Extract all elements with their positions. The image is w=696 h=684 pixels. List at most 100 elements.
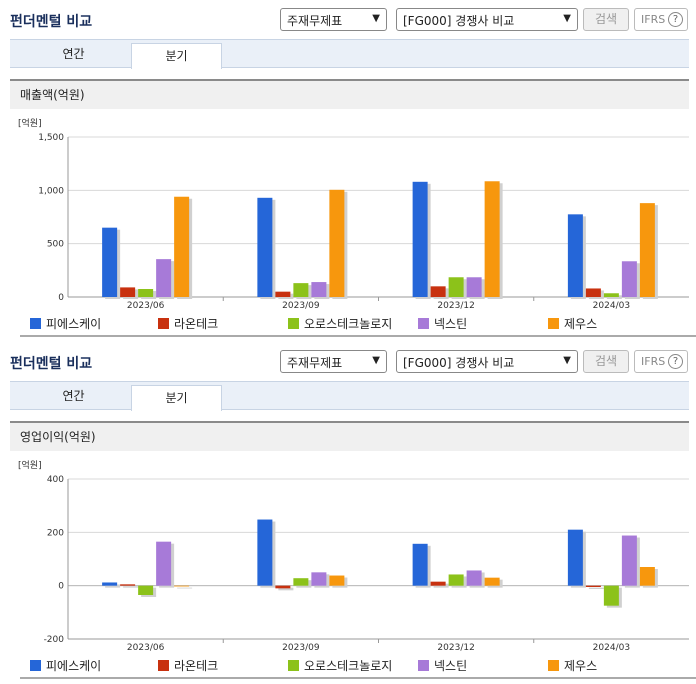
tab-annual[interactable]: 연간 bbox=[62, 389, 85, 403]
ifrs-button[interactable]: IFRS? bbox=[634, 350, 688, 373]
search-button[interactable]: 검색 bbox=[583, 350, 629, 373]
unit-label: [억원] bbox=[18, 117, 42, 129]
bar bbox=[430, 286, 446, 297]
divider bbox=[20, 335, 696, 337]
legend-item[interactable]: 제우스 bbox=[548, 315, 597, 332]
chart-legend: 피에스케이 라온테크 오로스테크놀로지 넥스틴 제우스 bbox=[30, 657, 690, 673]
divider bbox=[20, 677, 696, 679]
bar bbox=[603, 585, 619, 606]
legend-item[interactable]: 피에스케이 bbox=[30, 315, 101, 332]
legend-item[interactable]: 라온테크 bbox=[158, 657, 218, 674]
bar bbox=[639, 567, 655, 586]
fundamentals-panel-operating-income: 펀더멘털 비교 주재무제표 ▼ [FG000] 경쟁사 비교 ▼ 검색 IFRS? … bbox=[0, 342, 696, 684]
bar bbox=[120, 287, 136, 297]
chevron-down-icon: ▼ bbox=[563, 355, 571, 366]
chevron-down-icon: ▼ bbox=[563, 13, 571, 24]
bar bbox=[484, 181, 500, 297]
legend-swatch bbox=[548, 318, 559, 329]
statement-select-value: 주재무제표 bbox=[287, 356, 343, 370]
tab-annual[interactable]: 연간 bbox=[62, 47, 85, 61]
legend-item[interactable]: 오로스테크놀로지 bbox=[288, 315, 392, 332]
tab-quarterly[interactable]: 분기 bbox=[131, 43, 222, 69]
y-tick-label: 0 bbox=[58, 582, 64, 592]
bar bbox=[329, 575, 345, 586]
legend-swatch bbox=[158, 660, 169, 671]
legend-swatch bbox=[418, 318, 429, 329]
legend-item[interactable]: 제우스 bbox=[548, 657, 597, 674]
y-tick-label: -200 bbox=[44, 635, 65, 645]
legend-swatch bbox=[418, 660, 429, 671]
bar bbox=[311, 282, 327, 297]
legend-label: 피에스케이 bbox=[46, 317, 102, 331]
bar bbox=[448, 574, 464, 586]
bar-chart: [억원] 0 500 1,000 1,500 2023/06 2023/09 2023/12 2… bbox=[10, 110, 696, 337]
legend-swatch bbox=[30, 660, 41, 671]
x-tick-label: 2024/03 bbox=[593, 643, 630, 652]
legend-item[interactable]: 오로스테크놀로지 bbox=[288, 657, 392, 674]
legend-swatch bbox=[158, 318, 169, 329]
bar bbox=[567, 214, 583, 297]
x-tick-label: 2023/06 bbox=[127, 643, 165, 652]
legend-label: 피에스케이 bbox=[46, 659, 102, 673]
bar bbox=[257, 519, 273, 586]
x-tick-label: 2023/09 bbox=[282, 301, 320, 310]
bar bbox=[621, 535, 637, 586]
bar bbox=[484, 577, 500, 586]
bar bbox=[430, 581, 446, 586]
y-tick-label: 0 bbox=[58, 293, 64, 303]
bar bbox=[603, 293, 619, 297]
x-tick-label: 2024/03 bbox=[593, 301, 630, 310]
legend-swatch bbox=[30, 318, 41, 329]
bar-chart: [억원] -200 0 200 400 2023/06 2023/09 2023/12 2024… bbox=[10, 452, 696, 679]
bar bbox=[275, 291, 291, 297]
legend-item[interactable]: 피에스케이 bbox=[30, 657, 101, 674]
legend-swatch bbox=[288, 318, 299, 329]
help-icon[interactable]: ? bbox=[668, 354, 683, 369]
statement-select[interactable]: 주재무제표 ▼ bbox=[280, 8, 387, 31]
legend-label: 라온테크 bbox=[174, 659, 219, 673]
ifrs-button[interactable]: IFRS? bbox=[634, 8, 688, 31]
chart-svg: [억원] -200 0 200 400 2023/06 2023/09 2023/12 2024… bbox=[18, 459, 689, 652]
x-tick-label: 2023/06 bbox=[127, 301, 165, 310]
ifrs-label: IFRS bbox=[641, 355, 666, 368]
bar bbox=[138, 585, 154, 595]
period-tabs: 연간 분기 bbox=[10, 39, 689, 69]
search-button[interactable]: 검색 bbox=[583, 8, 629, 31]
legend-label: 오로스테크놀로지 bbox=[304, 659, 393, 673]
bar bbox=[621, 261, 637, 297]
legend-item[interactable]: 넥스틴 bbox=[418, 315, 467, 332]
bar bbox=[275, 585, 291, 589]
bar bbox=[466, 570, 482, 586]
bar-shadow bbox=[177, 587, 193, 589]
bar bbox=[102, 582, 118, 586]
chart-legend: 피에스케이 라온테크 오로스테크놀로지 넥스틴 제우스 bbox=[30, 315, 690, 331]
bar bbox=[156, 259, 172, 297]
chart-svg: [억원] 0 500 1,000 1,500 2023/06 2023/09 2023/12 2… bbox=[18, 117, 689, 310]
legend-label: 넥스틴 bbox=[434, 317, 468, 331]
y-tick-label: 400 bbox=[47, 475, 64, 485]
bar-shadow bbox=[588, 587, 604, 589]
peer-group-select[interactable]: [FG000] 경쟁사 비교 ▼ bbox=[396, 8, 578, 31]
legend-item[interactable]: 라온테크 bbox=[158, 315, 218, 332]
legend-swatch bbox=[288, 660, 299, 671]
bar bbox=[412, 181, 428, 297]
legend-item[interactable]: 넥스틴 bbox=[418, 657, 467, 674]
legend-label: 제우스 bbox=[564, 317, 598, 331]
peer-group-select[interactable]: [FG000] 경쟁사 비교 ▼ bbox=[396, 350, 578, 373]
bar bbox=[174, 196, 190, 297]
y-tick-label: 500 bbox=[47, 240, 64, 250]
y-tick-label: 1,500 bbox=[38, 133, 64, 143]
bar-shadow bbox=[105, 584, 121, 588]
unit-label: [억원] bbox=[18, 459, 42, 471]
statement-select[interactable]: 주재무제표 ▼ bbox=[280, 350, 387, 373]
bar bbox=[293, 283, 309, 297]
bar bbox=[174, 585, 190, 587]
bar bbox=[585, 288, 601, 297]
tab-quarterly[interactable]: 분기 bbox=[131, 385, 222, 411]
bar-shadow bbox=[433, 583, 449, 588]
bar bbox=[448, 277, 464, 297]
help-icon[interactable]: ? bbox=[668, 12, 683, 27]
bar bbox=[257, 197, 273, 297]
fundamentals-panel-revenue: 펀더멘털 비교 주재무제표 ▼ [FG000] 경쟁사 비교 ▼ 검색 IFRS? … bbox=[0, 0, 696, 340]
statement-select-value: 주재무제표 bbox=[287, 14, 343, 28]
